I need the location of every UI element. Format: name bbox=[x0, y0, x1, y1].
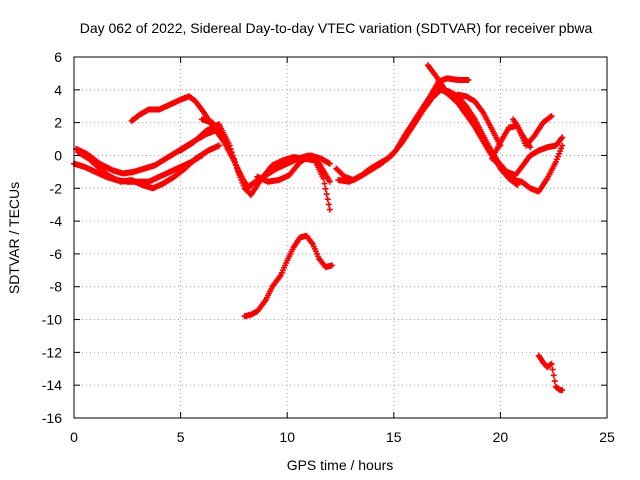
series-arc-16 bbox=[535, 352, 566, 394]
axis-ticks: 0 5 10 15 20 25 -16 -14 -12 -10 -8 -6 -4 -2 0 2 4 6 bbox=[42, 49, 615, 445]
y-tick-label: 2 bbox=[54, 115, 62, 131]
series-arc-14 bbox=[454, 91, 504, 149]
data-point bbox=[324, 196, 331, 203]
y-tick-label: -14 bbox=[42, 377, 62, 393]
chart-title: Day 062 of 2022, Sidereal Day-to-day VTE… bbox=[80, 20, 593, 36]
y-tick-label: 4 bbox=[54, 82, 62, 98]
y-tick-label: -16 bbox=[42, 410, 62, 426]
series-arc-8 bbox=[241, 232, 335, 320]
data-point bbox=[547, 113, 554, 120]
data-point bbox=[551, 378, 558, 385]
x-tick-label: 15 bbox=[386, 429, 402, 445]
data-point bbox=[549, 366, 556, 373]
series-arc-12 bbox=[433, 83, 566, 179]
series-arc-6 bbox=[198, 116, 333, 192]
plot-frame bbox=[73, 56, 608, 419]
y-tick-label: -4 bbox=[50, 213, 63, 229]
data-point bbox=[497, 142, 504, 149]
series-arc-5 bbox=[177, 121, 333, 213]
data-point bbox=[465, 76, 472, 83]
data-point bbox=[548, 113, 555, 120]
x-tick-label: 10 bbox=[279, 429, 295, 445]
y-tick-label: -12 bbox=[42, 344, 62, 360]
series-arc-7 bbox=[254, 152, 333, 185]
data-point bbox=[326, 206, 333, 213]
y-tick-label: 0 bbox=[54, 147, 62, 163]
data-point bbox=[323, 191, 330, 198]
data-point bbox=[326, 178, 333, 185]
data-point bbox=[547, 361, 554, 368]
series-arc-3 bbox=[75, 142, 222, 192]
data-point bbox=[328, 262, 335, 269]
data-point bbox=[559, 387, 566, 394]
data-point bbox=[215, 142, 222, 149]
data-point bbox=[321, 180, 328, 187]
x-tick-label: 5 bbox=[177, 429, 185, 445]
y-tick-label: -10 bbox=[42, 312, 62, 328]
x-axis-title: GPS time / hours bbox=[287, 457, 394, 473]
x-tick-label: 20 bbox=[493, 429, 509, 445]
x-tick-label: 25 bbox=[599, 429, 615, 445]
y-tick-label: -6 bbox=[50, 246, 63, 262]
y-axis-title: SDTVAR / TECUs bbox=[6, 182, 22, 294]
x-tick-label: 0 bbox=[70, 429, 78, 445]
series-arc-15 bbox=[510, 116, 534, 151]
data-point bbox=[527, 144, 534, 151]
data-point bbox=[325, 201, 332, 208]
data-points bbox=[71, 62, 566, 394]
data-point bbox=[322, 185, 329, 192]
data-point bbox=[559, 142, 566, 149]
data-point bbox=[548, 360, 555, 367]
y-tick-label: -2 bbox=[50, 180, 63, 196]
data-point bbox=[550, 372, 557, 379]
data-point bbox=[559, 134, 566, 141]
y-tick-label: -8 bbox=[50, 279, 63, 295]
series-arc-10 bbox=[335, 86, 521, 188]
series-arc-11 bbox=[424, 62, 566, 195]
data-point bbox=[326, 160, 333, 167]
y-tick-label: 6 bbox=[54, 49, 62, 65]
